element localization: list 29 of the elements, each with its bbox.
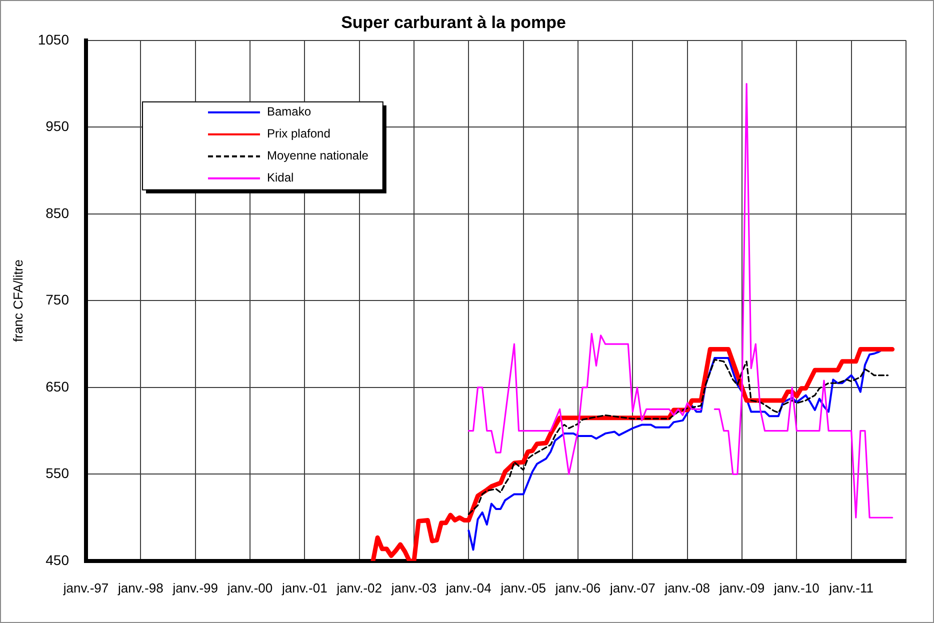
x-tick-label: janv.-10 (773, 580, 820, 596)
y-tick-label: 1050 (38, 31, 70, 48)
y-tick-label: 850 (46, 204, 70, 221)
legend-label: Moyenne nationale (267, 148, 369, 163)
line-series (468, 358, 889, 515)
x-tick-label: janv.-11 (828, 580, 874, 596)
chart-title: Super carburant à la pompe (341, 12, 566, 32)
y-tick-label: 450 (46, 552, 70, 568)
x-tick-label: janv.-05 (500, 580, 546, 596)
x-tick-label: janv.-02 (336, 580, 382, 596)
x-tick-label: janv.-03 (390, 580, 437, 596)
x-tick-label: janv.-01 (281, 580, 328, 596)
x-tick-label: janv.-06 (554, 580, 601, 596)
x-tick-label: janv.-04 (445, 580, 492, 596)
y-tick-label: 950 (46, 118, 70, 134)
y-tick-label: 750 (46, 292, 70, 308)
x-tick-label: janv.-09 (718, 580, 765, 596)
x-tick-label: janv.-97 (62, 580, 109, 596)
legend-label: Kidal (267, 170, 294, 185)
x-tick-label: janv.-00 (226, 580, 273, 596)
x-tick-label: janv.-98 (117, 580, 164, 596)
x-tick-label: janv.-08 (664, 580, 710, 596)
legend-label: Bamako (267, 104, 312, 119)
y-tick-label: 650 (46, 378, 70, 394)
x-tick-label: janv.-07 (609, 580, 656, 596)
legend-label: Prix plafond (267, 126, 330, 141)
y-tick-label: 550 (46, 465, 70, 482)
x-tick-label: janv.-99 (172, 580, 218, 596)
y-axis-title: franc CFA/litre (10, 260, 26, 342)
